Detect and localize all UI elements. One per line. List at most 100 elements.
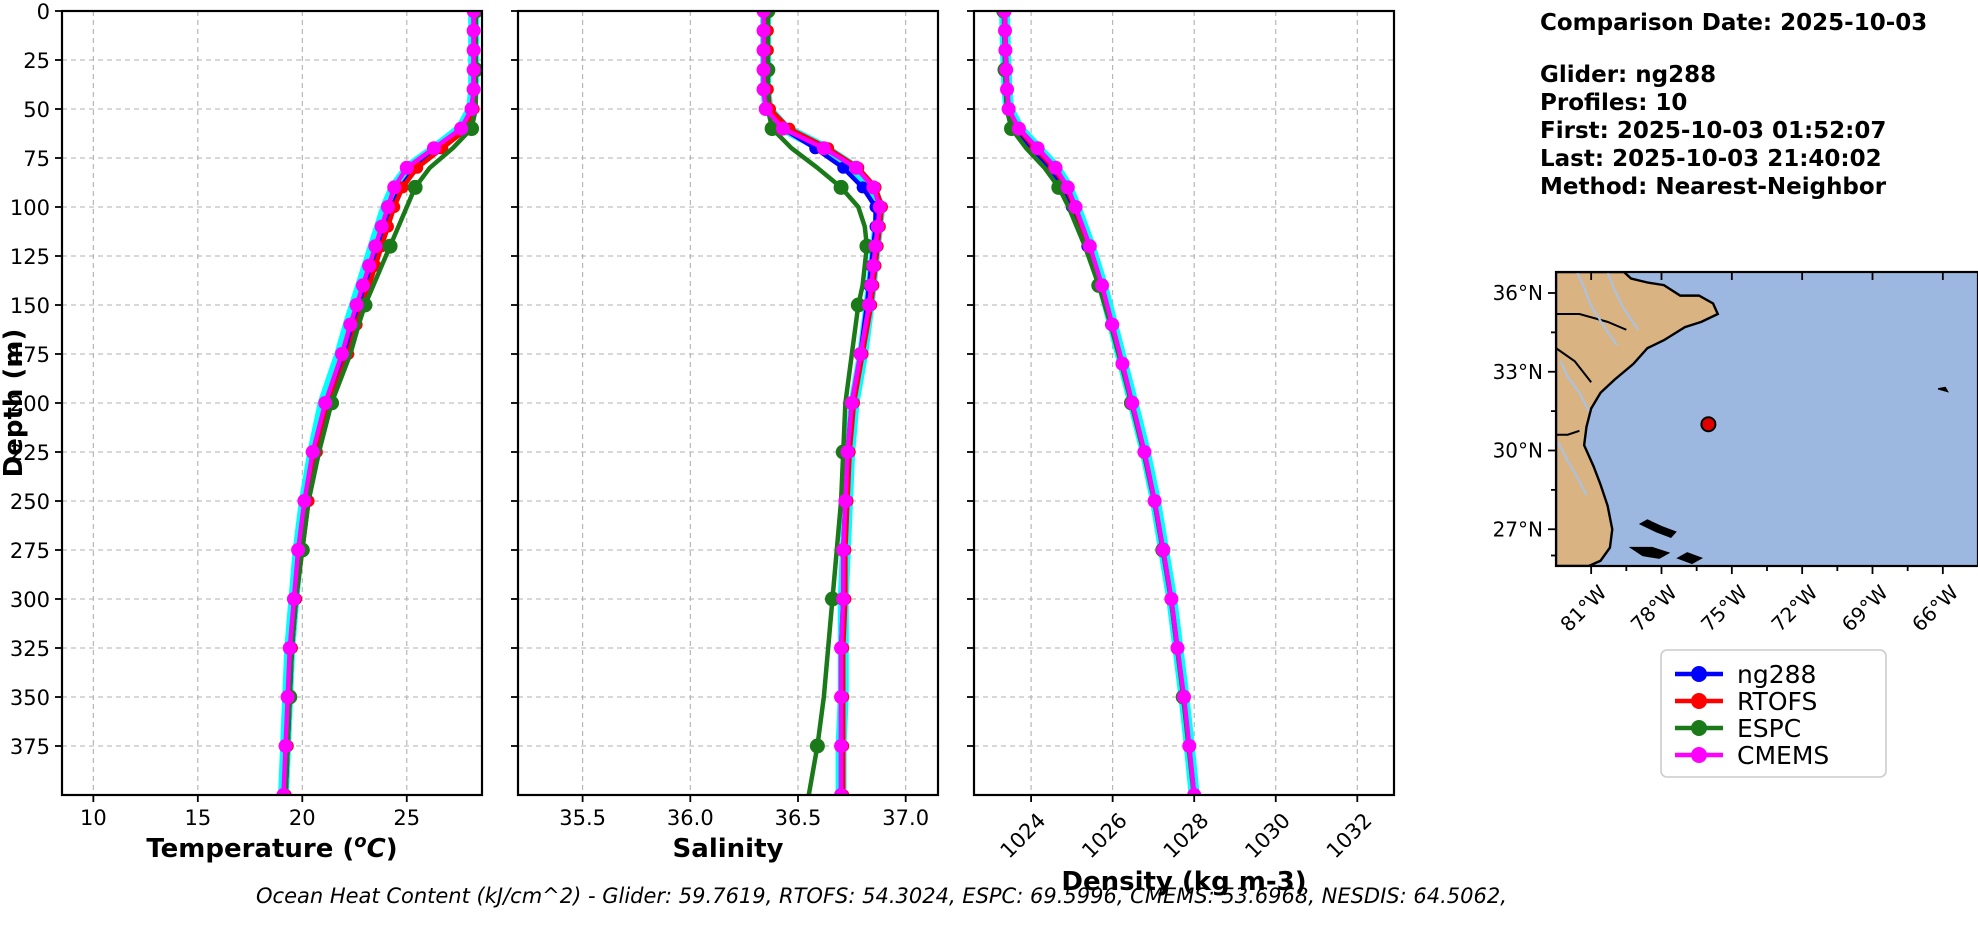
- map-state-border: [1556, 347, 1592, 383]
- series-marker-cmems: [362, 258, 377, 273]
- y-tick-label: 100: [10, 196, 50, 220]
- y-tick-label: 300: [10, 588, 50, 612]
- series-marker-espc: [833, 179, 849, 195]
- series-marker-cmems: [1030, 141, 1045, 156]
- series-marker-cmems: [834, 641, 849, 655]
- series-marker-cmems: [862, 298, 877, 312]
- y-tick-label: 25: [23, 49, 50, 73]
- ocean-heat-content-caption: Ocean Heat Content (kJ/cm^2) - Glider: 5…: [256, 884, 1507, 908]
- series-marker-cmems: [756, 62, 771, 77]
- series-marker-cmems: [756, 43, 771, 58]
- series-marker-espc: [809, 738, 825, 754]
- series-marker-cmems: [466, 43, 481, 58]
- series-marker-cmems: [286, 592, 301, 606]
- x-tick-label: 1024: [996, 808, 1051, 863]
- series-marker-cmems: [1182, 739, 1197, 753]
- map-lat-label: 36°N: [1493, 281, 1543, 305]
- series-marker-cmems: [849, 160, 864, 175]
- legend-box: [1660, 649, 1887, 778]
- metadata-block: Comparison Date: 2025-10-03 Glider: ng288…: [1540, 10, 1927, 200]
- series-marker-cmems: [836, 543, 851, 557]
- metadata-method: Method: Nearest-Neighbor: [1540, 174, 1887, 200]
- gridlines: [518, 11, 938, 795]
- y-tick-label: 75: [23, 147, 50, 171]
- series-marker-ng288: [856, 181, 869, 194]
- series-marker-espc: [824, 591, 840, 607]
- y-tick-label: 150: [10, 294, 50, 318]
- series-marker-cmems: [1048, 160, 1063, 175]
- legend-entry-ESPC[interactable]: ESPC: [1675, 714, 1801, 743]
- map-river: [1559, 360, 1590, 412]
- metadata-last: Last: 2025-10-03 21:40:02: [1540, 146, 1882, 172]
- series-marker-espc: [850, 297, 866, 313]
- legend-label: CMEMS: [1737, 741, 1829, 770]
- series-marker-cmems: [1115, 356, 1130, 371]
- series-marker-cmems: [399, 160, 414, 175]
- series-marker-cmems: [343, 317, 358, 332]
- series-marker-cmems: [834, 739, 849, 753]
- series-marker-cmems: [868, 239, 883, 254]
- legend-entry-RTOFS[interactable]: RTOFS: [1675, 687, 1817, 716]
- x-tick-label: 36.0: [667, 806, 714, 830]
- series-marker-cmems: [756, 23, 771, 38]
- series-marker-cmems: [834, 690, 849, 704]
- series-marker-cmems: [844, 396, 859, 410]
- series-marker-cmems: [291, 543, 306, 557]
- series-marker-cmems: [838, 494, 853, 508]
- series-marker-cmems: [1001, 102, 1016, 116]
- series-marker-ng288: [837, 161, 850, 174]
- series-marker-cmems: [282, 641, 297, 655]
- series-marker-cmems: [380, 200, 395, 214]
- series-marker-cmems: [297, 494, 312, 508]
- map-lon-label: 78°W: [1626, 580, 1682, 636]
- series-marker-cmems: [276, 788, 291, 795]
- series-marker-cmems: [1060, 180, 1075, 195]
- series-marker-cmems: [999, 62, 1014, 77]
- legend-label: ng288: [1737, 660, 1816, 689]
- series-marker-cmems: [464, 102, 479, 116]
- y-tick-label: 375: [10, 735, 50, 759]
- series-marker-cmems: [1011, 121, 1026, 136]
- glider-location-marker: [1700, 416, 1717, 433]
- x-tick-label: 25: [393, 806, 420, 830]
- y-tick-label: 350: [10, 686, 50, 710]
- y-tick-label: 175: [10, 343, 50, 367]
- series-marker-cmems: [756, 11, 771, 18]
- map-lon-label: 66°W: [1907, 580, 1963, 636]
- x-axis: 35.5 36.0 36.5 37.0: [559, 795, 929, 830]
- x-axis-title: Density (kg m-3): [1061, 867, 1306, 897]
- x-axis: 1024 1026 1028 1030 1032: [996, 795, 1377, 863]
- x-axis-title: Temperature (oC): [146, 831, 397, 865]
- x-tick-label: 37.0: [882, 806, 929, 830]
- y-tick-label: 50: [23, 98, 50, 122]
- series-marker-cmems: [368, 239, 383, 254]
- series-marker-cmems: [1164, 592, 1179, 606]
- x-axis: 10 15 20 25: [80, 795, 420, 830]
- y-axis: [967, 10, 974, 747]
- y-tick-label: 325: [10, 637, 50, 661]
- series-marker-cmems: [998, 43, 1013, 58]
- series-group: [756, 11, 888, 795]
- series-marker-espc: [764, 121, 780, 137]
- map-lon-label: 72°W: [1766, 580, 1822, 636]
- series-marker-cmems: [997, 11, 1012, 18]
- series-marker-cmems: [840, 445, 855, 459]
- metadata-comparison_date: Comparison Date: 2025-10-03: [1540, 10, 1927, 36]
- series-marker-cmems: [387, 180, 402, 195]
- map-island: [1628, 546, 1671, 559]
- legend-entry-CMEMS[interactable]: CMEMS: [1675, 741, 1829, 770]
- y-axis: 0 25 50 75 100 125 150 175 200 225 250 275 300 325 350…: [10, 0, 62, 759]
- x-tick-label: 1030: [1240, 808, 1295, 863]
- metadata-glider: Glider: ng288: [1540, 62, 1716, 88]
- legend-entry-ng288[interactable]: ng288: [1675, 660, 1816, 689]
- y-tick-label: 275: [10, 539, 50, 563]
- series-marker-cmems: [997, 23, 1012, 38]
- map-island: [1638, 519, 1677, 538]
- series-marker-cmems: [374, 219, 389, 234]
- legend-label: RTOFS: [1737, 687, 1817, 716]
- series-marker-cmems: [836, 592, 851, 606]
- series-marker-cmems: [466, 23, 481, 38]
